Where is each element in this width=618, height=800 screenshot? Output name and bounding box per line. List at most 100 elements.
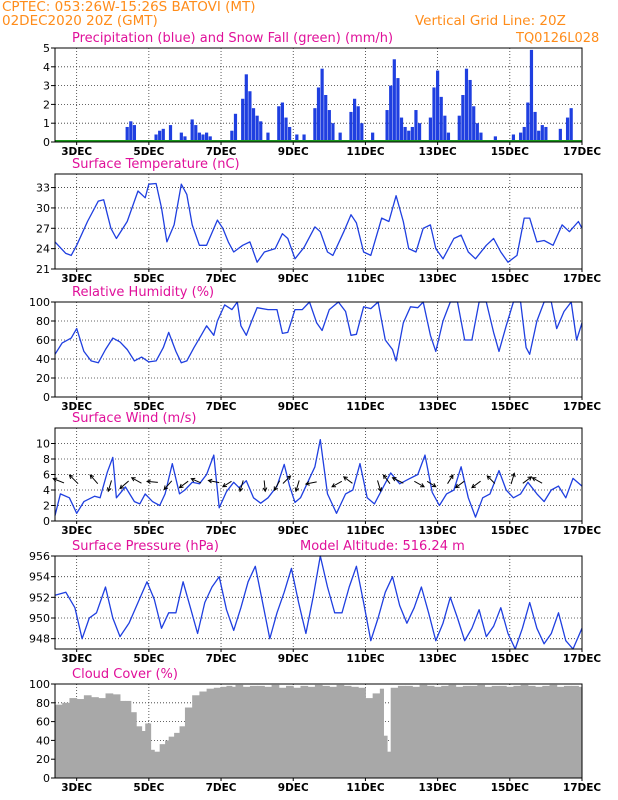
y-tick-label: 27 bbox=[36, 222, 50, 235]
x-tick-label: 13DEC bbox=[419, 525, 458, 537]
precip-bar bbox=[522, 126, 526, 142]
y-tick-label: 6 bbox=[43, 469, 50, 482]
precip-bar bbox=[129, 121, 133, 142]
wind-arrow bbox=[447, 474, 454, 484]
panel-frame-pressure bbox=[54, 555, 583, 650]
cloud-cover-bar bbox=[372, 693, 381, 778]
precip-bar bbox=[565, 117, 570, 142]
cloud-cover-bar bbox=[441, 685, 449, 778]
cloud-cover-bar bbox=[542, 685, 551, 778]
x-tick-label: 15DEC bbox=[491, 653, 530, 665]
y-tick-label: 2 bbox=[43, 500, 50, 513]
cloud-cover-bar bbox=[105, 693, 114, 778]
cloud-cover-bar bbox=[293, 687, 301, 778]
y-tick-label: 954 bbox=[29, 571, 50, 584]
cloud-cover-bar bbox=[249, 685, 258, 778]
precip-bar bbox=[511, 134, 516, 142]
precip-bar bbox=[352, 98, 357, 142]
y-tick-label: 948 bbox=[29, 633, 50, 646]
cloud-cover-bar bbox=[343, 685, 352, 778]
precip-bar bbox=[194, 125, 198, 142]
precip-bar bbox=[327, 110, 331, 142]
precip-bar bbox=[248, 91, 252, 142]
wind-arrow bbox=[510, 472, 516, 485]
precip-bar bbox=[468, 79, 472, 142]
x-tick-label: 3DEC bbox=[61, 273, 92, 285]
cloud-cover-bar bbox=[154, 751, 161, 778]
precip-bar bbox=[417, 123, 422, 142]
precip-bar bbox=[197, 132, 201, 142]
x-tick-label: 15DEC bbox=[491, 273, 530, 285]
x-tick-label: 9DEC bbox=[278, 653, 309, 665]
cloud-cover-bar bbox=[455, 686, 464, 778]
precip-bar bbox=[295, 134, 299, 142]
precip-bar bbox=[154, 134, 158, 142]
y-tick-label: 952 bbox=[29, 591, 50, 604]
precip-bar bbox=[399, 117, 404, 142]
cloud-cover-bar bbox=[520, 684, 529, 778]
cloud-cover-bar bbox=[491, 685, 500, 778]
cloud-cover-bar bbox=[235, 684, 244, 778]
precip-bar bbox=[443, 115, 447, 142]
cloud-cover-bar bbox=[119, 700, 126, 778]
wind-arrow bbox=[414, 480, 425, 488]
y-tick-label: 60 bbox=[36, 716, 50, 729]
cloud-cover-bar bbox=[278, 687, 287, 778]
precip-bar bbox=[396, 78, 400, 142]
wind-arrow bbox=[106, 480, 112, 493]
cloud-cover-bar bbox=[112, 694, 121, 778]
y-tick-label: 20 bbox=[36, 372, 50, 385]
cloud-cover-bar bbox=[563, 685, 572, 778]
cloud-cover-bar bbox=[98, 698, 107, 778]
cloud-cover-bar bbox=[136, 726, 143, 778]
precip-bar bbox=[230, 130, 234, 142]
cloud-cover-bar bbox=[264, 686, 273, 778]
y-tick-label: 0 bbox=[43, 515, 50, 528]
wind-arrow bbox=[426, 480, 437, 488]
cloud-cover-bar bbox=[145, 723, 152, 778]
precip-bar bbox=[403, 126, 407, 142]
wind-arrow bbox=[273, 480, 281, 492]
cloud-cover-bar bbox=[179, 726, 186, 778]
cloud-cover-bar bbox=[549, 684, 558, 778]
cloud-cover-bar bbox=[314, 684, 323, 778]
x-tick-label: 17DEC bbox=[563, 653, 602, 665]
cloud-cover-bar bbox=[213, 687, 222, 778]
x-tick-label: 15DEC bbox=[491, 525, 530, 537]
x-tick-label: 17DEC bbox=[563, 782, 602, 794]
wind-arrow bbox=[146, 479, 158, 485]
cloud-cover-bar bbox=[125, 700, 132, 778]
y-tick-label: 80 bbox=[36, 697, 50, 710]
cloud-cover-bar bbox=[242, 686, 251, 778]
precip-bar bbox=[436, 70, 440, 142]
x-tick-label: 13DEC bbox=[419, 401, 458, 413]
precip-bar bbox=[432, 87, 436, 142]
precip-bar bbox=[324, 95, 328, 142]
cloud-cover-bar bbox=[397, 685, 406, 778]
cloud-cover-bar bbox=[350, 686, 359, 778]
precip-bar bbox=[338, 132, 342, 142]
cloud-cover-bar bbox=[578, 686, 583, 778]
cloud-cover-bar bbox=[390, 687, 399, 778]
cloud-cover-bar bbox=[506, 686, 514, 778]
x-tick-label: 3DEC bbox=[61, 782, 92, 794]
precip-bar bbox=[349, 111, 353, 142]
cloud-cover-bar bbox=[91, 697, 99, 778]
x-tick-label: 13DEC bbox=[419, 653, 458, 665]
cloud-cover-bar bbox=[571, 685, 579, 778]
x-tick-label: 9DEC bbox=[278, 782, 309, 794]
precip-bar bbox=[183, 136, 187, 142]
precip-bar bbox=[161, 128, 165, 142]
cloud-cover-bar bbox=[300, 685, 309, 778]
cloud-cover-bar bbox=[76, 699, 85, 778]
header-grid-info: Vertical Grid Line: 20Z bbox=[415, 13, 566, 29]
precip-bar bbox=[569, 108, 573, 142]
x-tick-label: 13DEC bbox=[419, 782, 458, 794]
x-tick-label: 9DEC bbox=[278, 525, 309, 537]
x-tick-label: 7DEC bbox=[206, 401, 237, 413]
y-tick-label: 30 bbox=[36, 202, 50, 215]
y-tick-label: 0 bbox=[43, 136, 50, 149]
precip-bar bbox=[302, 134, 306, 142]
y-tick-label: 3 bbox=[43, 80, 50, 93]
cloud-cover-bar bbox=[426, 685, 435, 778]
